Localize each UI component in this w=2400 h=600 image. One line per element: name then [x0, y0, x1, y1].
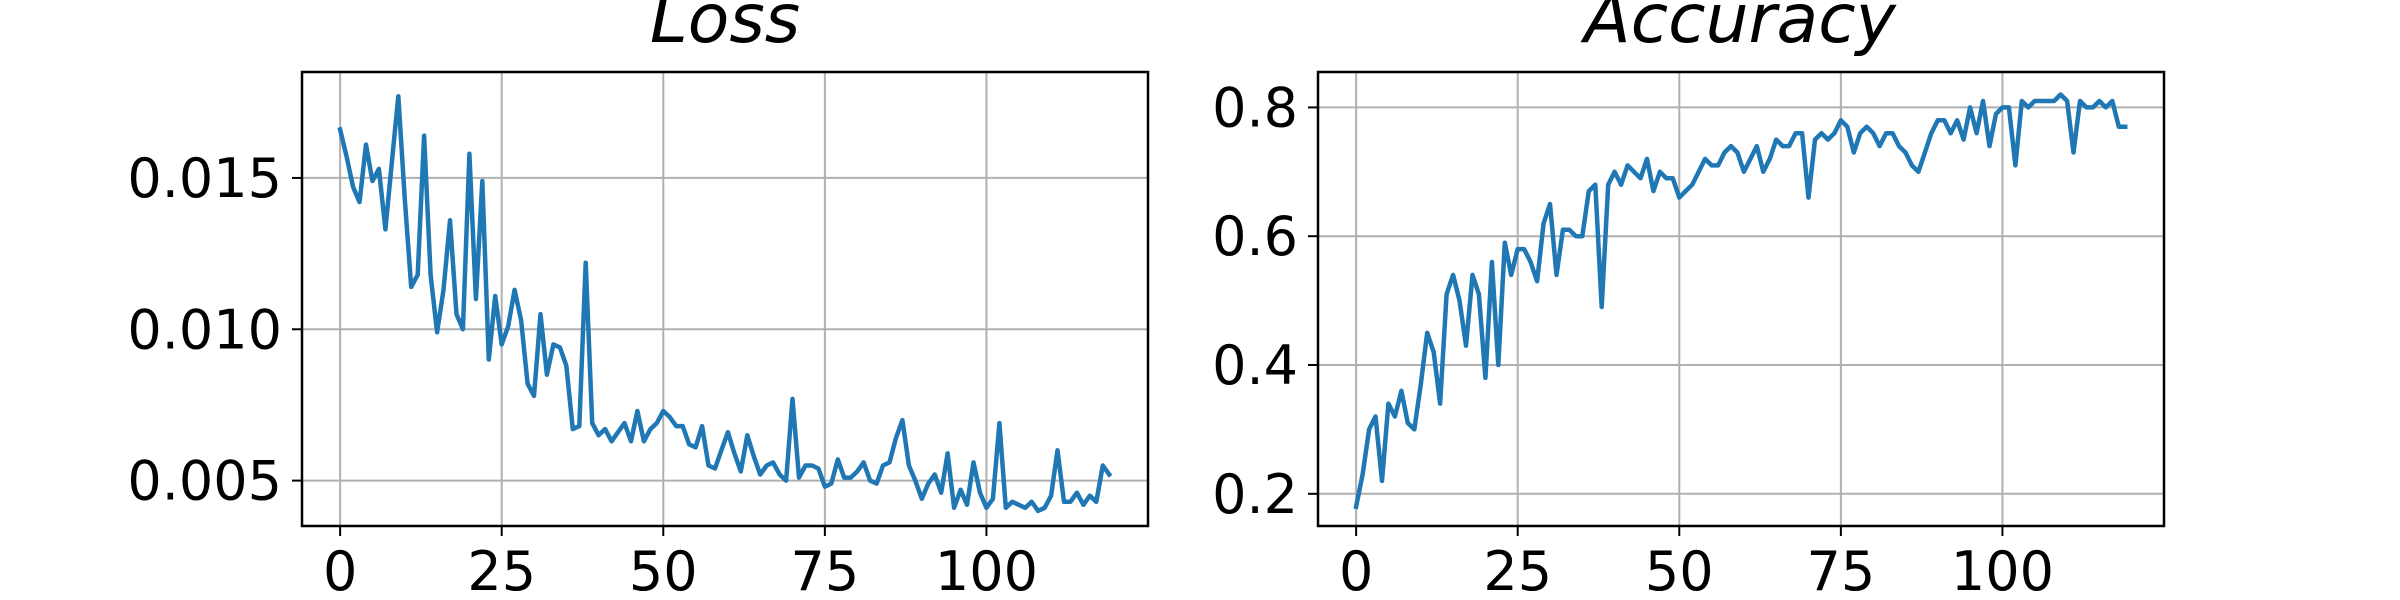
- accuracy-grid: [1318, 72, 2164, 526]
- loss-y-tick-label: 0.005: [127, 450, 282, 513]
- loss-x-tick-label: 50: [629, 540, 698, 600]
- loss-x-tick-label: 100: [935, 540, 1038, 600]
- accuracy-x-tick-label: 0: [1339, 540, 1373, 600]
- loss-y-tick-label: 0.010: [127, 298, 282, 361]
- accuracy-y-ticks: 0.2 0.4 0.6 0.8: [1212, 76, 1318, 526]
- loss-grid: [302, 72, 1148, 526]
- accuracy-chart: Accuracy 0 25 50 75 100 0.2 0.4 0.6 0.8: [1212, 0, 2166, 600]
- loss-x-tick-label: 25: [467, 540, 536, 600]
- accuracy-x-tick-label: 75: [1806, 540, 1875, 600]
- loss-y-ticks: 0.005 0.010 0.015: [127, 147, 302, 513]
- loss-y-tick-label: 0.015: [127, 147, 282, 210]
- accuracy-x-tick-label: 25: [1483, 540, 1552, 600]
- loss-plot-frame: [300, 70, 1150, 528]
- accuracy-x-ticks: 0 25 50 75 100: [1339, 526, 2054, 600]
- accuracy-series-line: [1353, 92, 2128, 510]
- accuracy-line-group: [1353, 92, 2128, 510]
- accuracy-y-tick-label: 0.6: [1212, 205, 1298, 268]
- loss-x-tick-label: 75: [790, 540, 859, 600]
- accuracy-y-tick-label: 0.2: [1212, 463, 1298, 526]
- loss-title: Loss: [650, 0, 800, 59]
- accuracy-x-tick-label: 50: [1645, 540, 1714, 600]
- accuracy-plot-frame: [1316, 70, 2166, 528]
- accuracy-title: Accuracy: [1580, 0, 1896, 59]
- loss-series-line: [337, 93, 1113, 514]
- loss-x-tick-label: 0: [323, 540, 357, 600]
- loss-chart: Loss 0 25 50 75 100 0.005 0.010 0.015: [127, 0, 1150, 600]
- accuracy-y-tick-label: 0.4: [1212, 334, 1298, 397]
- loss-line-group: [337, 93, 1113, 514]
- loss-x-ticks: 0 25 50 75 100: [323, 526, 1038, 600]
- accuracy-y-tick-label: 0.8: [1212, 76, 1298, 139]
- accuracy-x-tick-label: 100: [1951, 540, 2054, 600]
